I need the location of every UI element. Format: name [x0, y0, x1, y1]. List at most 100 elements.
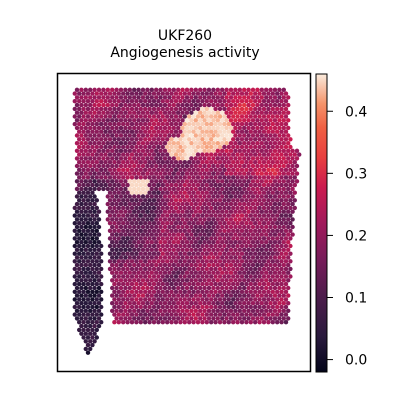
tissue-spot — [127, 232, 132, 237]
tissue-spot — [228, 133, 234, 138]
tissue-spot — [266, 114, 271, 119]
tissue-spot — [204, 289, 209, 294]
tissue-spot — [204, 137, 209, 142]
tissue-spot — [176, 194, 181, 199]
tissue-spot — [132, 278, 137, 283]
tissue-spot — [140, 232, 146, 237]
tissue-spot — [178, 129, 183, 134]
tissue-spot — [136, 316, 141, 321]
tissue-spot — [158, 133, 163, 138]
tissue-spot — [176, 240, 181, 245]
tissue-spot — [226, 228, 231, 233]
tissue-spot — [226, 152, 231, 157]
tissue-spot — [121, 114, 126, 119]
tissue-spot — [255, 102, 260, 108]
tissue-spot — [286, 171, 291, 176]
tissue-spot — [253, 121, 258, 127]
tissue-spot — [272, 148, 278, 153]
tissue-spot — [149, 224, 154, 230]
tissue-spot — [272, 156, 278, 161]
tissue-spot — [156, 91, 161, 96]
tissue-spot — [154, 293, 159, 298]
tissue-spot — [158, 163, 163, 169]
tissue-spot — [110, 118, 115, 123]
tissue-spot — [189, 247, 194, 252]
tissue-spot — [211, 118, 216, 123]
tissue-spot — [213, 190, 218, 195]
tissue-spot — [147, 266, 152, 272]
tissue-spot — [125, 167, 130, 172]
tissue-spot — [165, 213, 170, 218]
tissue-spot — [272, 316, 278, 321]
tissue-spot — [88, 133, 93, 138]
tissue-spot — [147, 312, 152, 317]
tissue-spot — [162, 308, 168, 313]
tissue-spot — [206, 87, 212, 93]
tissue-spot — [277, 141, 282, 146]
tissue-spot — [184, 301, 190, 306]
tissue-spot — [231, 259, 236, 264]
tissue-spot — [149, 102, 154, 108]
tissue-spot — [272, 141, 278, 146]
tissue-spot — [77, 144, 82, 150]
tissue-spot — [283, 236, 289, 241]
tissue-spot — [255, 270, 260, 275]
tissue-spot — [158, 156, 163, 161]
tissue-spot — [253, 152, 258, 157]
tissue-spot — [121, 259, 126, 264]
tissue-spot — [77, 213, 82, 218]
tissue-spot — [178, 243, 183, 249]
tissue-spot — [83, 133, 89, 138]
tissue-spot — [217, 243, 223, 249]
tissue-spot — [206, 163, 212, 169]
tissue-spot — [129, 144, 135, 150]
tissue-spot — [257, 281, 262, 287]
tissue-spot — [209, 312, 214, 317]
tissue-spot — [195, 129, 201, 134]
tissue-spot — [173, 198, 179, 203]
tissue-spot — [123, 255, 128, 260]
tissue-spot — [101, 141, 106, 146]
tissue-spot — [217, 221, 223, 226]
tissue-spot — [224, 148, 229, 153]
tissue-spot — [143, 228, 148, 233]
tissue-spot — [187, 228, 192, 233]
tissue-spot — [248, 274, 253, 279]
tissue-spot — [200, 228, 205, 233]
tissue-spot — [156, 274, 161, 279]
tissue-spot — [261, 213, 267, 218]
tissue-spot — [235, 274, 240, 279]
tissue-spot — [127, 148, 132, 153]
tissue-spot — [129, 175, 135, 180]
tissue-spot — [231, 106, 236, 112]
tissue-spot — [79, 247, 84, 252]
tissue-spot — [138, 243, 143, 249]
tissue-spot — [275, 106, 280, 112]
tissue-spot — [143, 297, 148, 302]
tissue-spot — [286, 209, 291, 214]
tissue-spot — [167, 125, 172, 131]
tissue-spot — [231, 152, 236, 157]
tissue-spot — [165, 304, 170, 310]
tissue-spot — [215, 156, 220, 161]
tissue-spot — [279, 137, 284, 142]
tissue-spot — [143, 160, 148, 165]
tissue-spot — [200, 99, 205, 104]
tissue-spot — [239, 304, 245, 310]
tissue-spot — [259, 118, 264, 123]
tissue-spot — [213, 167, 218, 172]
tissue-spot — [114, 163, 119, 169]
tissue-spot — [239, 182, 245, 188]
tissue-spot — [237, 194, 242, 199]
tissue-spot — [286, 163, 291, 169]
tissue-spot — [242, 163, 247, 169]
tissue-spot — [149, 217, 154, 222]
tissue-spot — [187, 190, 192, 195]
tissue-spot — [162, 255, 168, 260]
tissue-spot — [209, 213, 214, 218]
tissue-spot — [187, 175, 192, 180]
tissue-spot — [281, 262, 286, 268]
tissue-spot — [90, 182, 95, 188]
tissue-spot — [233, 232, 238, 237]
tissue-spot — [169, 106, 174, 112]
